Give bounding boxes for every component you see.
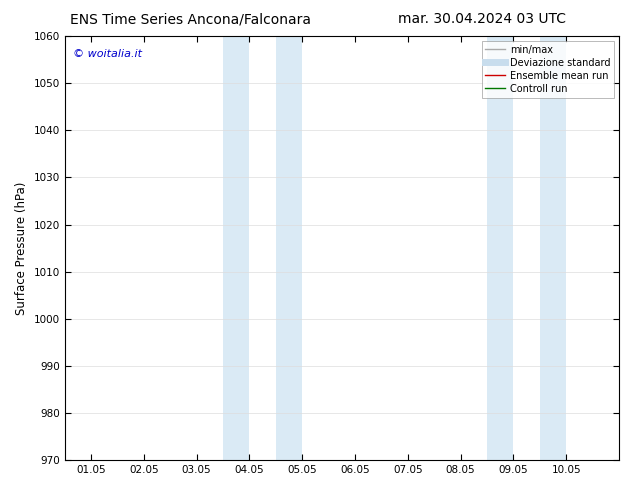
Text: mar. 30.04.2024 03 UTC: mar. 30.04.2024 03 UTC [398,12,566,26]
Bar [276,36,302,460]
Bar [540,36,566,460]
Bar [223,36,249,460]
Bar [487,36,514,460]
Legend: min/max, Deviazione standard, Ensemble mean run, Controll run: min/max, Deviazione standard, Ensemble m… [482,41,614,98]
Text: © woitalia.it: © woitalia.it [73,49,142,59]
Text: ENS Time Series Ancona/Falconara: ENS Time Series Ancona/Falconara [70,12,311,26]
Y-axis label: Surface Pressure (hPa): Surface Pressure (hPa) [15,181,28,315]
